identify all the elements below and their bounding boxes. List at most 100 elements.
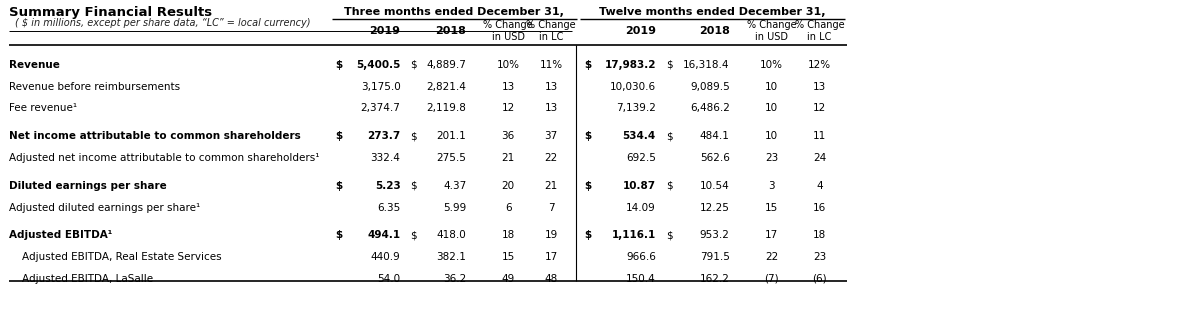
Text: 11%: 11%: [540, 60, 563, 70]
Text: 6: 6: [505, 202, 511, 213]
Text: $: $: [666, 131, 672, 141]
Text: 3,175.0: 3,175.0: [361, 82, 401, 92]
Text: 36.2: 36.2: [443, 274, 467, 284]
Text: 440.9: 440.9: [371, 252, 401, 262]
Text: % Change
in LC: % Change in LC: [794, 20, 845, 42]
Text: 7: 7: [548, 202, 554, 213]
Text: 162.2: 162.2: [700, 274, 730, 284]
Text: 275.5: 275.5: [437, 153, 467, 163]
Text: 10.87: 10.87: [623, 181, 656, 191]
Text: Revenue before reimbursements: Revenue before reimbursements: [10, 82, 180, 92]
Text: 10,030.6: 10,030.6: [610, 82, 656, 92]
Text: 11: 11: [812, 131, 826, 141]
Text: 15: 15: [502, 252, 515, 262]
Text: 13: 13: [545, 82, 558, 92]
Text: 966.6: 966.6: [626, 252, 656, 262]
Text: 18: 18: [812, 230, 826, 240]
Text: 12: 12: [812, 103, 826, 113]
Text: Adjusted net income attributable to common shareholders¹: Adjusted net income attributable to comm…: [10, 153, 320, 163]
Text: 5,400.5: 5,400.5: [356, 60, 401, 70]
Text: 9,089.5: 9,089.5: [690, 82, 730, 92]
Text: $: $: [584, 131, 592, 141]
Text: Diluted earnings per share: Diluted earnings per share: [10, 181, 167, 191]
Text: Fee revenue¹: Fee revenue¹: [10, 103, 78, 113]
Text: 5.99: 5.99: [443, 202, 467, 213]
Text: 48: 48: [545, 274, 558, 284]
Text: 6.35: 6.35: [377, 202, 401, 213]
Text: (7): (7): [764, 274, 779, 284]
Text: 2018: 2018: [698, 26, 730, 36]
Text: 20: 20: [502, 181, 515, 191]
Text: 953.2: 953.2: [700, 230, 730, 240]
Text: 13: 13: [502, 82, 515, 92]
Text: 10: 10: [766, 82, 778, 92]
Text: 12%: 12%: [808, 60, 832, 70]
Text: 13: 13: [545, 103, 558, 113]
Text: (6): (6): [812, 274, 827, 284]
Text: 2019: 2019: [370, 26, 401, 36]
Text: 19: 19: [545, 230, 558, 240]
Text: % Change
in USD: % Change in USD: [746, 20, 797, 42]
Text: Net income attributable to common shareholders: Net income attributable to common shareh…: [10, 131, 301, 141]
Text: Adjusted EBITDA, LaSalle: Adjusted EBITDA, LaSalle: [10, 274, 154, 284]
Text: 17: 17: [764, 230, 779, 240]
Text: Revenue: Revenue: [10, 60, 60, 70]
Text: 332.4: 332.4: [371, 153, 401, 163]
Text: 16: 16: [812, 202, 826, 213]
Text: 21: 21: [502, 153, 515, 163]
Text: % Change
in USD: % Change in USD: [484, 20, 533, 42]
Text: 2019: 2019: [625, 26, 656, 36]
Text: 10.54: 10.54: [700, 181, 730, 191]
Text: 17,983.2: 17,983.2: [605, 60, 656, 70]
Text: 494.1: 494.1: [367, 230, 401, 240]
Text: $: $: [666, 60, 672, 70]
Text: 14.09: 14.09: [626, 202, 656, 213]
Text: 10: 10: [766, 103, 778, 113]
Text: 6,486.2: 6,486.2: [690, 103, 730, 113]
Text: Adjusted diluted earnings per share¹: Adjusted diluted earnings per share¹: [10, 202, 200, 213]
Text: 10%: 10%: [497, 60, 520, 70]
Text: $: $: [666, 230, 672, 240]
Text: 22: 22: [764, 252, 779, 262]
Text: 24: 24: [812, 153, 826, 163]
Text: 484.1: 484.1: [700, 131, 730, 141]
Text: $: $: [410, 230, 418, 240]
Text: 382.1: 382.1: [437, 252, 467, 262]
Text: ( $ in millions, except per share data, “LC” = local currency): ( $ in millions, except per share data, …: [16, 18, 311, 28]
Text: $: $: [410, 181, 418, 191]
Text: % Change
in LC: % Change in LC: [527, 20, 576, 42]
Text: $: $: [584, 181, 592, 191]
Text: 13: 13: [812, 82, 826, 92]
Text: 3: 3: [768, 181, 775, 191]
Text: 201.1: 201.1: [437, 131, 467, 141]
Text: 5.23: 5.23: [374, 181, 401, 191]
Text: 2,821.4: 2,821.4: [426, 82, 467, 92]
Text: 562.6: 562.6: [700, 153, 730, 163]
Text: $: $: [336, 60, 343, 70]
Text: 21: 21: [545, 181, 558, 191]
Text: 12.25: 12.25: [700, 202, 730, 213]
Text: 418.0: 418.0: [437, 230, 467, 240]
Text: 10%: 10%: [760, 60, 784, 70]
Text: $: $: [336, 230, 343, 240]
Text: 791.5: 791.5: [700, 252, 730, 262]
Text: 4,889.7: 4,889.7: [426, 60, 467, 70]
Text: 534.4: 534.4: [623, 131, 656, 141]
Text: 150.4: 150.4: [626, 274, 656, 284]
Text: 54.0: 54.0: [377, 274, 401, 284]
Text: Twelve months ended December 31,: Twelve months ended December 31,: [600, 7, 826, 17]
Text: Adjusted EBITDA¹: Adjusted EBITDA¹: [10, 230, 113, 240]
Text: 1,116.1: 1,116.1: [612, 230, 656, 240]
Text: 2,374.7: 2,374.7: [360, 103, 401, 113]
Text: 4: 4: [816, 181, 823, 191]
Text: 2,119.8: 2,119.8: [426, 103, 467, 113]
Text: $: $: [336, 181, 343, 191]
Text: Adjusted EBITDA, Real Estate Services: Adjusted EBITDA, Real Estate Services: [10, 252, 222, 262]
Text: 18: 18: [502, 230, 515, 240]
Text: $: $: [666, 181, 672, 191]
Text: $: $: [410, 60, 418, 70]
Text: 15: 15: [764, 202, 779, 213]
Text: 692.5: 692.5: [626, 153, 656, 163]
Text: 16,318.4: 16,318.4: [683, 60, 730, 70]
Text: 37: 37: [545, 131, 558, 141]
